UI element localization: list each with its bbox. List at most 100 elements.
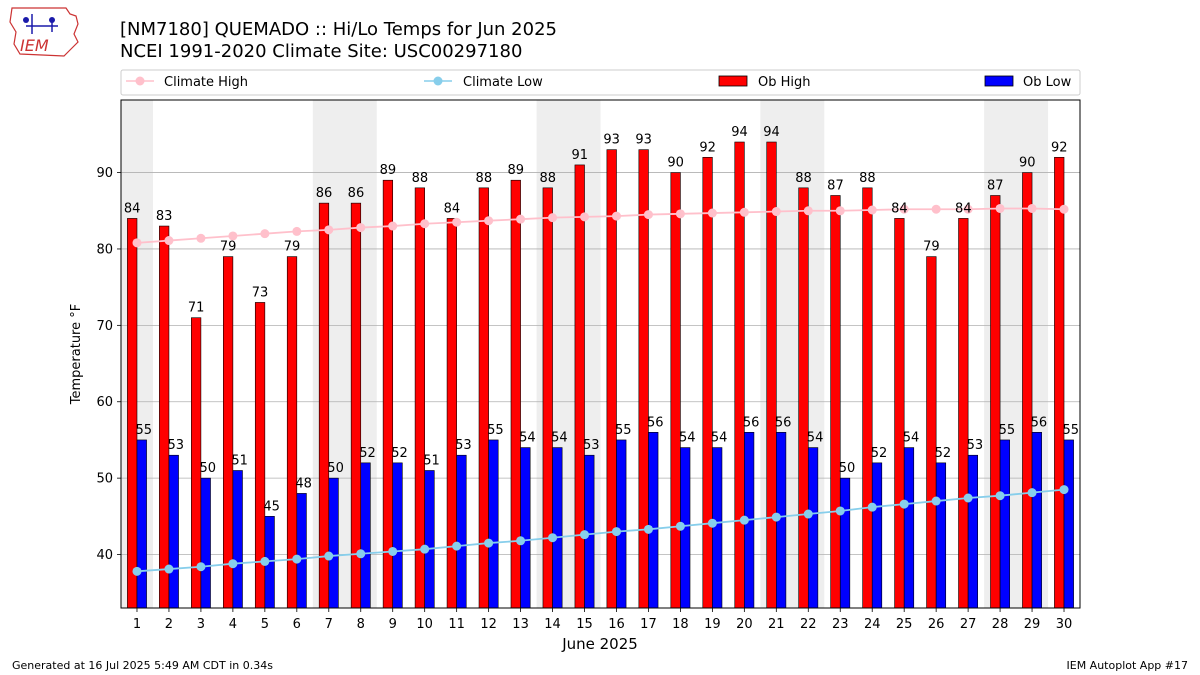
climate-low-point bbox=[132, 566, 142, 576]
ob-low-label: 53 bbox=[583, 438, 600, 453]
ob-low-label: 56 bbox=[743, 415, 760, 430]
ob-high-label: 84 bbox=[955, 201, 972, 216]
ob-high-label: 90 bbox=[1019, 156, 1036, 171]
ob-high-bar bbox=[862, 187, 873, 609]
iem-logo: IEM bbox=[9, 7, 79, 57]
ob-high-bar bbox=[830, 195, 841, 609]
ob-high-bar bbox=[958, 218, 969, 609]
climate-low-point bbox=[484, 538, 494, 548]
climate-low-point bbox=[739, 515, 749, 525]
x-tick-label: 28 bbox=[992, 617, 1009, 632]
climate-high-point bbox=[771, 207, 781, 217]
ob-high-label: 94 bbox=[731, 125, 748, 140]
climate-high-point bbox=[324, 225, 334, 235]
y-tick-label: 90 bbox=[96, 166, 113, 181]
ob-high-label: 84 bbox=[891, 201, 908, 216]
ob-low-label: 48 bbox=[295, 476, 312, 491]
y-tick-label: 50 bbox=[96, 472, 113, 487]
ob-high-bar bbox=[702, 156, 713, 609]
ob-low-bar bbox=[520, 447, 531, 609]
x-tick-label: 25 bbox=[896, 617, 913, 632]
ob-low-label: 56 bbox=[647, 415, 664, 430]
ob-high-label: 86 bbox=[348, 186, 365, 201]
climate-low-point bbox=[516, 536, 526, 546]
climate-high-point bbox=[164, 236, 174, 246]
x-tick-label: 20 bbox=[736, 617, 753, 632]
ob-low-label: 52 bbox=[871, 446, 888, 461]
climate-high-point bbox=[803, 206, 813, 216]
ob-high-label: 91 bbox=[571, 148, 588, 163]
climate-high-point bbox=[1059, 204, 1069, 214]
ob-low-label: 55 bbox=[1063, 423, 1080, 438]
x-tick-label: 27 bbox=[960, 617, 977, 632]
climate-low-line bbox=[136, 488, 1065, 573]
ob-low-label: 56 bbox=[775, 415, 792, 430]
x-tick-label: 26 bbox=[928, 617, 945, 632]
x-tick-label: 9 bbox=[389, 617, 397, 632]
y-tick-label: 70 bbox=[96, 319, 113, 334]
x-tick-label: 15 bbox=[576, 617, 593, 632]
x-tick-label: 19 bbox=[704, 617, 721, 632]
y-tick-label: 40 bbox=[96, 548, 113, 563]
ob-high-label: 88 bbox=[476, 171, 493, 186]
legend-ob-low-label: Ob Low bbox=[1023, 75, 1072, 90]
ob-low-bar bbox=[232, 470, 243, 609]
ob-low-bar bbox=[424, 470, 435, 609]
climate-low-point bbox=[420, 544, 430, 554]
x-tick-label: 7 bbox=[325, 617, 333, 632]
ob-low-label: 55 bbox=[999, 423, 1016, 438]
x-tick-label: 5 bbox=[261, 617, 269, 632]
ob-high-label: 88 bbox=[859, 171, 876, 186]
x-tick-label: 29 bbox=[1024, 617, 1041, 632]
x-tick-label: 4 bbox=[229, 617, 237, 632]
data-labels: 84 55 83 53 71 50 79 51 73 45 79 48 86 50 86 52 89 52 88 51… bbox=[124, 125, 1079, 514]
ob-low-label: 50 bbox=[199, 461, 216, 476]
climate-high-point bbox=[995, 203, 1005, 213]
climate-high-point bbox=[548, 213, 558, 223]
grid-lines bbox=[121, 172, 1080, 555]
climate-high-point bbox=[643, 210, 653, 220]
ob-high-bar bbox=[670, 172, 681, 609]
ob-low-label: 54 bbox=[807, 431, 824, 446]
x-tick-label: 17 bbox=[640, 617, 657, 632]
ob-high-bar bbox=[127, 218, 138, 609]
ob-low-bar bbox=[935, 462, 947, 609]
ob-high-label: 89 bbox=[508, 163, 525, 178]
ob-low-bar bbox=[807, 447, 819, 609]
ob-low-bar bbox=[392, 462, 403, 609]
ob-high-bar bbox=[990, 195, 1001, 609]
logo-text: IEM bbox=[20, 36, 49, 55]
ob-high-label: 89 bbox=[380, 163, 397, 178]
ob-high-bar bbox=[350, 202, 362, 609]
ob-high-bar bbox=[1022, 172, 1033, 609]
climate-low-point bbox=[675, 521, 685, 531]
climate-high-point bbox=[260, 229, 270, 239]
climate-low-point bbox=[611, 527, 621, 537]
climate-low-point bbox=[899, 499, 909, 509]
chart-title-line1: [NM7180] QUEMADO :: Hi/Lo Temps for Jun … bbox=[120, 19, 557, 40]
ob-high-label: 79 bbox=[923, 240, 940, 255]
x-tick-label: 24 bbox=[864, 617, 881, 632]
x-tick-label: 6 bbox=[293, 617, 301, 632]
ob-high-label: 83 bbox=[156, 209, 173, 224]
ob-low-bar bbox=[871, 462, 883, 609]
climate-high-point bbox=[516, 214, 526, 224]
ob-low-label: 54 bbox=[519, 431, 536, 446]
ob-high-bar bbox=[159, 225, 170, 609]
x-tick-label: 13 bbox=[512, 617, 529, 632]
ob-low-label: 52 bbox=[935, 446, 952, 461]
climate-low-point bbox=[803, 509, 813, 519]
ob-high-bar bbox=[574, 164, 585, 609]
ob-low-label: 51 bbox=[231, 453, 248, 468]
ob-low-label: 54 bbox=[551, 431, 568, 446]
climate-high-point bbox=[196, 233, 206, 243]
ob-high-bar bbox=[382, 179, 394, 609]
legend-climate-low-label: Climate Low bbox=[463, 75, 543, 90]
climate-low-point bbox=[452, 541, 462, 551]
x-tick-label: 23 bbox=[832, 617, 849, 632]
ob-low-bar bbox=[552, 447, 563, 609]
ob-low-bar bbox=[200, 477, 211, 609]
y-tick-label: 60 bbox=[96, 395, 113, 410]
ob-high-label: 88 bbox=[795, 171, 812, 186]
climate-high-point bbox=[228, 231, 238, 241]
